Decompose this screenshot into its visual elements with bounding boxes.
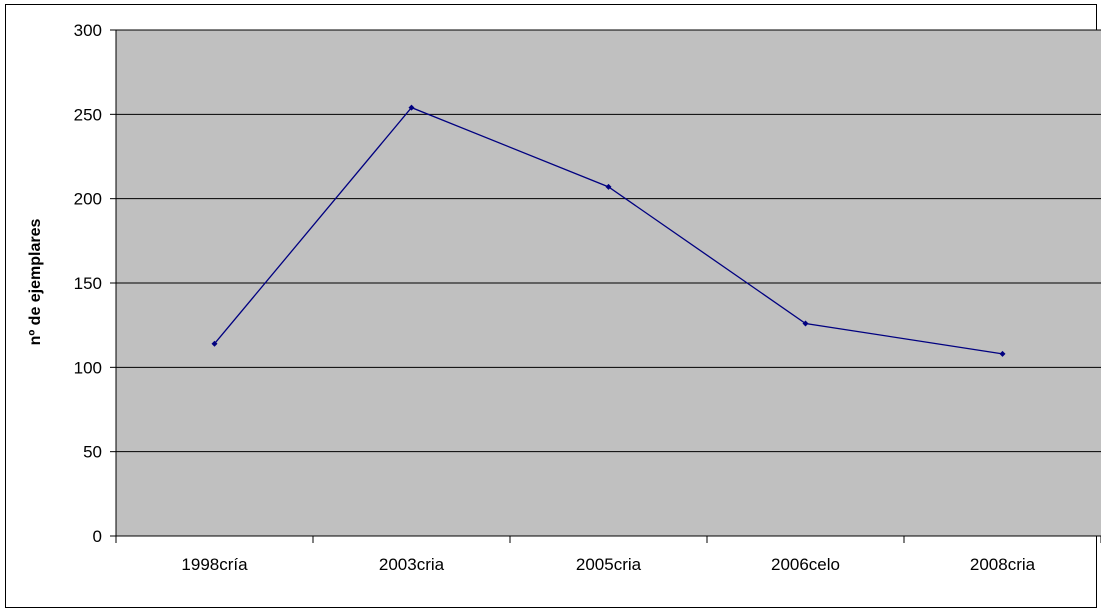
y-tick-label: 300: [74, 21, 102, 40]
x-tick-label: 2006celo: [771, 555, 840, 574]
y-tick-label: 200: [74, 190, 102, 209]
y-axis-ticks: 0 50 100 150 200 250 300: [74, 21, 116, 546]
x-axis-ticks: 1998cría 2003cria 2005cria 2006celo 2008cria: [115, 536, 1101, 574]
x-tick-label: 2008cria: [970, 555, 1036, 574]
x-tick-label: 2005cria: [576, 555, 642, 574]
data-point: [999, 350, 1006, 357]
x-tick-label: 2003cria: [379, 555, 445, 574]
data-point: [408, 104, 415, 111]
y-tick-label: 50: [83, 443, 102, 462]
y-tick-label: 250: [74, 105, 102, 124]
y-tick-label: 0: [93, 527, 102, 546]
y-tick-label: 150: [74, 274, 102, 293]
data-point: [802, 320, 809, 327]
y-axis-title: nº de ejemplares: [27, 219, 44, 346]
data-point: [211, 340, 218, 347]
data-point: [605, 183, 612, 190]
data-points: [211, 104, 1006, 357]
x-tick-label: 1998cría: [181, 555, 248, 574]
y-tick-label: 100: [74, 358, 102, 377]
gridlines: [116, 29, 1101, 453]
